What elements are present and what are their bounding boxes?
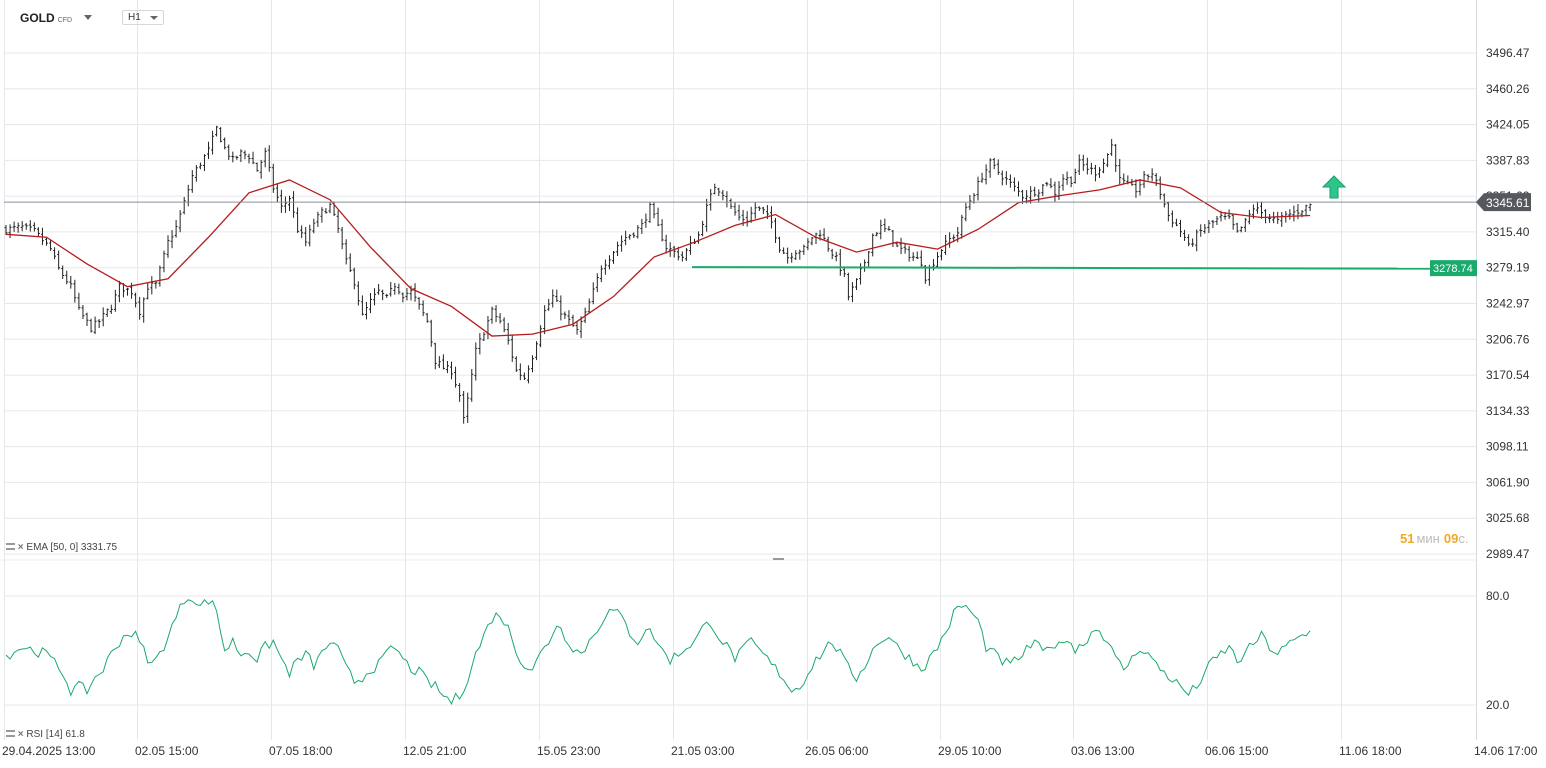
y-tick-label: 3279.19 <box>1486 261 1530 275</box>
x-tick-label: 06.06 15:00 <box>1205 744 1269 758</box>
y-tick-label: 3496.47 <box>1486 46 1530 60</box>
x-tick-label: 29.05 10:00 <box>938 744 1002 758</box>
x-tick-label: 02.05 15:00 <box>135 744 199 758</box>
x-tick-label: 26.05 06:00 <box>805 744 869 758</box>
y-tick-label: 3460.26 <box>1486 82 1530 96</box>
y-tick-label: 3025.68 <box>1486 511 1530 525</box>
timeframe-label: H1 <box>128 12 141 23</box>
x-tick-label: 15.05 23:00 <box>537 744 601 758</box>
y-tick-label: 3242.97 <box>1486 297 1530 311</box>
rsi-legend: × RSI [14] 61.8 <box>6 729 85 740</box>
y-tick-label: 3134.33 <box>1486 404 1530 418</box>
rsi-label: RSI <box>26 729 44 740</box>
menu-icon[interactable] <box>6 543 15 550</box>
countdown-seconds: 09 <box>1443 531 1459 546</box>
timeframe-selector[interactable]: H1 <box>122 10 164 25</box>
ema-label: EMA <box>26 542 48 553</box>
chevron-down-icon <box>150 16 158 20</box>
y-tick-label: 3206.76 <box>1486 332 1530 346</box>
support-level-line <box>691 266 1431 270</box>
symbol-name: GOLD <box>20 11 55 25</box>
x-tick-label: 21.05 03:00 <box>671 744 735 758</box>
level-price-label: 3278.74 <box>1433 263 1473 275</box>
countdown-sec-label: с. <box>1458 531 1469 546</box>
y-tick-label: 3098.11 <box>1486 440 1529 454</box>
current-price-tag <box>1476 193 1531 212</box>
y-tick-label: 3315.40 <box>1486 225 1530 239</box>
x-tick-label: 29.04.2025 13:00 <box>2 744 96 758</box>
symbol-dropdown-icon[interactable] <box>84 15 93 20</box>
current-price-label: 3345.61 <box>1486 196 1530 210</box>
pane-divider-handle[interactable] <box>773 558 784 560</box>
x-tick-label: 14.06 17:00 <box>1474 744 1538 758</box>
ema-legend: × EMA [50, 0] 3331.75 <box>6 542 117 553</box>
close-icon[interactable]: × <box>17 542 24 553</box>
menu-icon[interactable] <box>6 730 15 737</box>
y-tick-label: 3424.05 <box>1486 118 1530 132</box>
x-tick-label: 11.06 18:00 <box>1339 744 1402 758</box>
y-tick-label: 3387.83 <box>1486 153 1530 167</box>
up-arrow-icon <box>1321 175 1347 199</box>
rsi-line <box>5 599 1311 706</box>
x-tick-label: 03.06 13:00 <box>1071 744 1135 758</box>
y-tick-label: 3061.90 <box>1486 475 1530 489</box>
close-icon[interactable]: × <box>17 729 24 740</box>
y-tick-label: 3170.54 <box>1486 368 1530 382</box>
x-tick-label: 12.05 21:00 <box>403 744 467 758</box>
candle-countdown: 51 мин 09с. <box>1400 531 1468 546</box>
rsi-tick-label: 80.0 <box>1486 589 1510 603</box>
ema-value: 3331.75 <box>80 542 118 553</box>
ema-line <box>5 179 1311 337</box>
level-price-tag <box>1430 260 1477 277</box>
x-tick-label: 07.05 18:00 <box>269 744 333 758</box>
countdown-minutes: 51 <box>1400 531 1415 546</box>
symbol-selector[interactable]: GOLD CFD <box>20 11 93 25</box>
ema-params: [50, 0] <box>50 542 79 553</box>
rsi-params: [14] <box>45 729 63 740</box>
y-tick-label: 2989.47 <box>1486 547 1530 561</box>
rsi-tick-label: 20.0 <box>1486 698 1510 712</box>
rsi-value: 61.8 <box>65 729 85 740</box>
countdown-min-label: мин <box>1416 531 1440 546</box>
symbol-tag: CFD <box>57 17 73 24</box>
